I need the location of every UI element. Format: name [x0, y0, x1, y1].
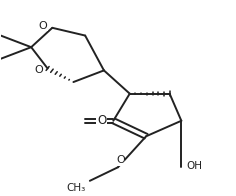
Text: O: O [34, 65, 43, 75]
Text: CH₃: CH₃ [66, 183, 85, 193]
Text: O: O [116, 155, 125, 165]
Text: O: O [39, 21, 48, 31]
Text: OH: OH [186, 161, 202, 171]
Text: O: O [97, 114, 106, 127]
